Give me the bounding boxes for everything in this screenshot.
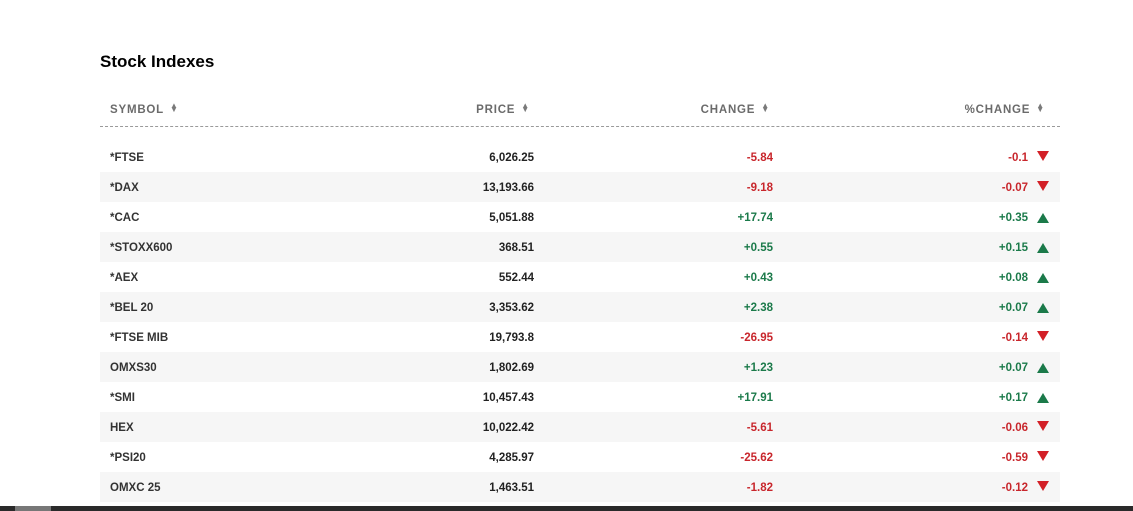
table-row: *STOXX600 368.51 +0.55 +0.15 — [100, 232, 1060, 262]
column-header-symbol[interactable]: SYMBOL ▲ ▼ — [110, 101, 179, 117]
arrow-up-icon — [1037, 243, 1049, 253]
symbol-link[interactable]: *STOXX600 — [110, 242, 173, 254]
table-row: *FTSE 6,026.25 -5.84 -0.1 — [100, 142, 1060, 172]
arrow-down-icon — [1037, 151, 1049, 161]
arrow-down-icon — [1037, 421, 1049, 431]
table-row: *SMI 10,457.43 +17.91 +0.17 — [100, 382, 1060, 412]
price-value: 1,802.69 — [489, 362, 534, 374]
symbol-link[interactable]: *SMI — [110, 392, 135, 404]
change-value: +2.38 — [743, 302, 773, 314]
horizontal-scrollbar[interactable] — [0, 506, 1133, 511]
table-row: *CAC 5,051.88 +17.74 +0.35 — [100, 202, 1060, 232]
column-header-symbol-label: SYMBOL — [110, 104, 164, 116]
sort-icon: ▲ ▼ — [521, 101, 530, 114]
sort-icon: ▲ ▼ — [170, 101, 179, 114]
price-value: 1,463.51 — [489, 482, 534, 494]
change-value: +17.91 — [737, 392, 774, 404]
pct-change-value: +0.17 — [998, 392, 1028, 404]
pct-change-value: +0.07 — [998, 302, 1028, 314]
table-row: *FTSE MIB 19,793.8 -26.95 -0.14 — [100, 322, 1060, 352]
column-header-price-label: PRICE — [476, 104, 516, 116]
scrollbar-thumb[interactable] — [15, 506, 51, 511]
arrow-up-icon — [1037, 303, 1049, 313]
price-value: 552.44 — [498, 272, 534, 284]
stock-indexes-table: SYMBOL ▲ ▼ PRICE ▲ ▼ CHANGE ▲ ▼ %CHANGE ▲ ▼ *FTS… — [100, 96, 1060, 502]
symbol-link[interactable]: *FTSE MIB — [110, 332, 169, 344]
change-value: +17.74 — [737, 212, 774, 224]
page-title: Stock Indexes — [100, 52, 215, 71]
price-value: 19,793.8 — [489, 332, 534, 344]
symbol-link[interactable]: *FTSE — [110, 152, 144, 164]
table-row: *DAX 13,193.66 -9.18 -0.07 — [100, 172, 1060, 202]
table-row: OMXC 25 1,463.51 -1.82 -0.12 — [100, 472, 1060, 502]
arrow-down-icon — [1037, 181, 1049, 191]
symbol-link[interactable]: *CAC — [110, 212, 140, 224]
pct-change-value: +0.07 — [998, 362, 1028, 374]
table-row: OMXS30 1,802.69 +1.23 +0.07 — [100, 352, 1060, 382]
price-value: 4,285.97 — [489, 452, 534, 464]
symbol-link[interactable]: OMXS30 — [110, 362, 157, 374]
pct-change-value: -0.06 — [1001, 422, 1028, 434]
change-value: -1.82 — [746, 482, 773, 494]
change-value: -9.18 — [746, 182, 773, 194]
price-value: 5,051.88 — [489, 212, 534, 224]
arrow-down-icon — [1037, 331, 1049, 341]
table-row: *AEX 552.44 +0.43 +0.08 — [100, 262, 1060, 292]
table-row: *PSI20 4,285.97 -25.62 -0.59 — [100, 442, 1060, 472]
symbol-link[interactable]: HEX — [110, 422, 134, 434]
table-row: *BEL 20 3,353.62 +2.38 +0.07 — [100, 292, 1060, 322]
pct-change-value: -0.12 — [1001, 482, 1028, 494]
pct-change-value: -0.1 — [1008, 152, 1028, 164]
price-value: 368.51 — [498, 242, 534, 254]
table-header: SYMBOL ▲ ▼ PRICE ▲ ▼ CHANGE ▲ ▼ %CHANGE ▲ ▼ — [100, 96, 1060, 127]
column-header-price[interactable]: PRICE ▲ ▼ — [476, 101, 530, 117]
change-value: -5.61 — [746, 422, 773, 434]
price-value: 10,022.42 — [482, 422, 534, 434]
symbol-link[interactable]: *DAX — [110, 182, 139, 194]
arrow-down-icon — [1037, 451, 1049, 461]
table-row: HEX 10,022.42 -5.61 -0.06 — [100, 412, 1060, 442]
table-body: *FTSE 6,026.25 -5.84 -0.1 *DAX 13,193.66 -9.18… — [100, 142, 1060, 502]
change-value: -26.95 — [740, 332, 773, 344]
pct-change-value: +0.35 — [998, 212, 1028, 224]
sort-icon: ▲ ▼ — [1036, 101, 1045, 114]
sort-icon: ▲ ▼ — [761, 101, 770, 114]
arrow-up-icon — [1037, 213, 1049, 223]
change-value: +0.43 — [743, 272, 773, 284]
pct-change-value: -0.07 — [1001, 182, 1028, 194]
arrow-down-icon — [1037, 481, 1049, 491]
symbol-link[interactable]: *AEX — [110, 272, 139, 284]
change-value: -5.84 — [746, 152, 773, 164]
arrow-up-icon — [1037, 363, 1049, 373]
change-value: +0.55 — [743, 242, 773, 254]
price-value: 3,353.62 — [489, 302, 534, 314]
symbol-link[interactable]: *BEL 20 — [110, 302, 154, 314]
pct-change-value: +0.08 — [998, 272, 1028, 284]
change-value: +1.23 — [743, 362, 773, 374]
arrow-up-icon — [1037, 393, 1049, 403]
symbol-link[interactable]: *PSI20 — [110, 452, 146, 464]
column-header-pct-change[interactable]: %CHANGE ▲ ▼ — [964, 101, 1045, 117]
price-value: 6,026.25 — [489, 152, 534, 164]
arrow-up-icon — [1037, 273, 1049, 283]
change-value: -25.62 — [740, 452, 773, 464]
price-value: 13,193.66 — [482, 182, 534, 194]
pct-change-value: -0.59 — [1001, 452, 1028, 464]
column-header-change[interactable]: CHANGE ▲ ▼ — [700, 101, 770, 117]
column-header-pct-change-label: %CHANGE — [964, 104, 1031, 116]
pct-change-value: -0.14 — [1001, 332, 1028, 344]
column-header-change-label: CHANGE — [700, 104, 756, 116]
symbol-link[interactable]: OMXC 25 — [110, 482, 161, 494]
price-value: 10,457.43 — [482, 392, 534, 404]
pct-change-value: +0.15 — [998, 242, 1028, 254]
